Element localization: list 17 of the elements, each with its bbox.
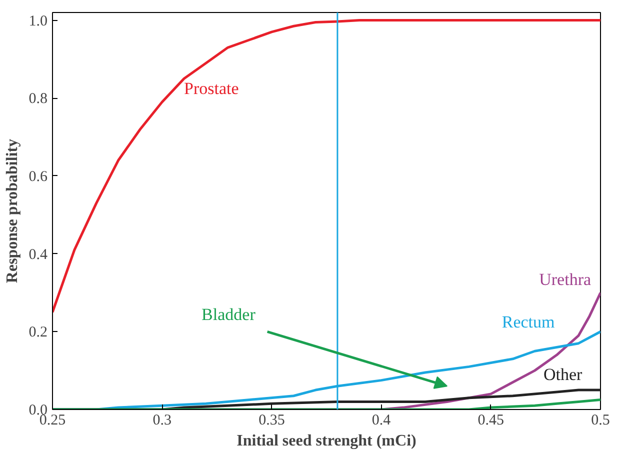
text: Bladder <box>202 304 256 324</box>
y-tick-label: 0.4 <box>28 246 48 263</box>
y-axis-title: Response probability <box>4 138 21 284</box>
x-tick-label: 0.4 <box>372 412 392 428</box>
series-label: Urethra <box>539 270 592 289</box>
x-tick-label: 0.5 <box>591 412 610 428</box>
y-tick-label: 1.0 <box>28 13 48 30</box>
x-axis-title: Initial seed strenght (mCi) <box>236 432 416 450</box>
y-tick-label: 0.2 <box>28 324 48 341</box>
y-tick-label: 0.8 <box>28 91 48 108</box>
x-tick-label: 0.45 <box>478 412 504 428</box>
y-tick-label: 0.6 <box>28 168 48 185</box>
series-label: Prostate <box>184 79 239 98</box>
series-label: Rectum <box>502 312 555 332</box>
x-tick-label: 0.3 <box>152 412 172 428</box>
x-tick-label: 0.35 <box>258 412 285 428</box>
series-label: Other <box>544 365 583 384</box>
